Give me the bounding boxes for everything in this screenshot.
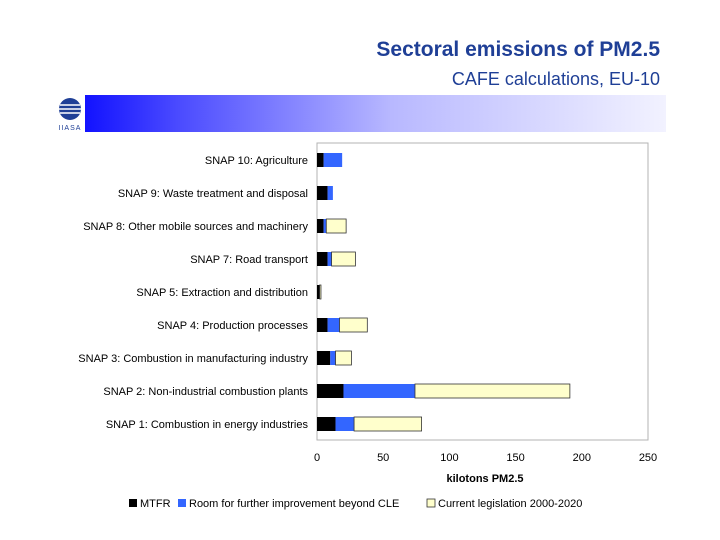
bar-segment [323, 153, 343, 167]
bar-segment [327, 186, 333, 200]
legend-label: Current legislation 2000-2020 [438, 498, 582, 510]
legend-label: MTFR [140, 498, 171, 510]
iiasa-logo: IIASA [55, 95, 85, 132]
x-tick-label: 250 [639, 452, 657, 464]
bar-segment [335, 417, 355, 431]
x-tick-label: 200 [573, 452, 591, 464]
x-tick-label: 0 [314, 452, 320, 464]
bar-segment [317, 351, 331, 365]
slide-subtitle: CAFE calculations, EU-10 [451, 69, 660, 89]
bar-segment [317, 219, 324, 233]
bar-segment [317, 318, 328, 332]
bar-segment [319, 284, 322, 300]
legend: MTFR Room for further improvement beyond … [129, 498, 582, 510]
bar-segment [353, 416, 422, 432]
category-label: SNAP 8: Other mobile sources and machine… [83, 221, 308, 233]
bar-segment [317, 252, 328, 266]
bar-segment [339, 317, 368, 333]
x-tick-label: 50 [377, 452, 389, 464]
bar-segment [325, 218, 347, 234]
x-tick-label: 100 [440, 452, 458, 464]
x-axis-label: kilotons PM2.5 [446, 473, 523, 485]
bar-segment [317, 384, 344, 398]
bar-segment [317, 285, 320, 299]
bar-segment [331, 251, 356, 267]
x-tick-label: 150 [506, 452, 524, 464]
category-label: SNAP 4: Production processes [157, 320, 308, 332]
bar-segment [327, 252, 332, 266]
legend-swatch [178, 499, 186, 507]
category-label: SNAP 9: Waste treatment and disposal [118, 188, 308, 200]
legend-swatch [129, 499, 137, 507]
bar-segment [330, 351, 336, 365]
category-label: SNAP 5: Extraction and distribution [136, 287, 308, 299]
svg-text:IIASA: IIASA [59, 125, 82, 132]
category-labels: SNAP 10: Agriculture SNAP 9: Waste treatm… [78, 155, 308, 431]
category-label: SNAP 2: Non-industrial combustion plants [103, 386, 308, 398]
slide-title: Sectoral emissions of PM2.5 [376, 38, 660, 61]
bar-segment [327, 318, 340, 332]
category-label: SNAP 7: Road transport [190, 254, 308, 266]
bar-segment [343, 384, 415, 398]
bar-segment [317, 417, 336, 431]
bar-segment [414, 383, 571, 399]
category-label: SNAP 1: Combustion in energy industries [106, 419, 309, 431]
legend-swatch [426, 498, 436, 508]
bar-segment [323, 219, 327, 233]
header-banner [55, 95, 666, 132]
bar-segment [317, 153, 324, 167]
x-tick-labels: 0 50 100 150 200 250 [314, 452, 657, 464]
bar-segment [317, 186, 328, 200]
category-label: SNAP 3: Combustion in manufacturing indu… [78, 353, 308, 365]
legend-label: Room for further improvement beyond CLE [189, 498, 399, 510]
bars-group [317, 153, 571, 432]
category-label: SNAP 10: Agriculture [205, 155, 308, 167]
bar-segment [335, 350, 352, 366]
